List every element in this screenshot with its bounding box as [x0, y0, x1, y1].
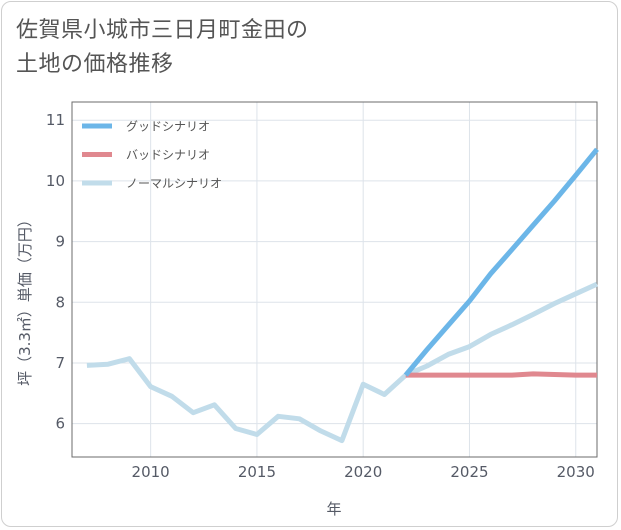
series-line-good [403, 147, 599, 377]
y-tick-label-9: 9 [55, 233, 65, 251]
legend-label-bad: バッドシナリオ [126, 148, 210, 162]
chart-title: 佐賀県小城市三日月町金田の 土地の価格推移 [16, 14, 436, 82]
y-axis-title: 坪（3.3㎡）単価（万円） [16, 212, 34, 386]
x-tick-label-2030: 2030 [557, 463, 595, 481]
legend-label-normal: ノーマルシナリオ [126, 177, 222, 191]
x-tick-label-2010: 2010 [132, 463, 170, 481]
x-tick-label-2025: 2025 [450, 463, 488, 481]
x-tick-label-2020: 2020 [344, 463, 382, 481]
grid-layer [72, 102, 597, 457]
y-tick-label-11: 11 [46, 111, 65, 129]
series-layer [86, 147, 599, 444]
chart-title-line-1: 佐賀県小城市三日月町金田の [16, 18, 309, 43]
y-tick-label-8: 8 [55, 293, 65, 311]
legend-label-good: グッドシナリオ [126, 120, 210, 134]
plot-area-border [71, 101, 598, 458]
x-axis-title: 年 [326, 500, 341, 518]
y-tick-label-7: 7 [55, 354, 65, 372]
chart-title-line-2: 土地の価格推移 [16, 52, 174, 77]
tick-layer: 2010 2015 2020 2025 2030 6 7 8 9 10 11 [46, 111, 595, 481]
y-tick-label-6: 6 [55, 415, 65, 433]
x-tick-label-2015: 2015 [238, 463, 276, 481]
y-tick-label-10: 10 [46, 172, 65, 190]
series-line-bad [405, 371, 597, 378]
series-line-normal [86, 281, 599, 444]
